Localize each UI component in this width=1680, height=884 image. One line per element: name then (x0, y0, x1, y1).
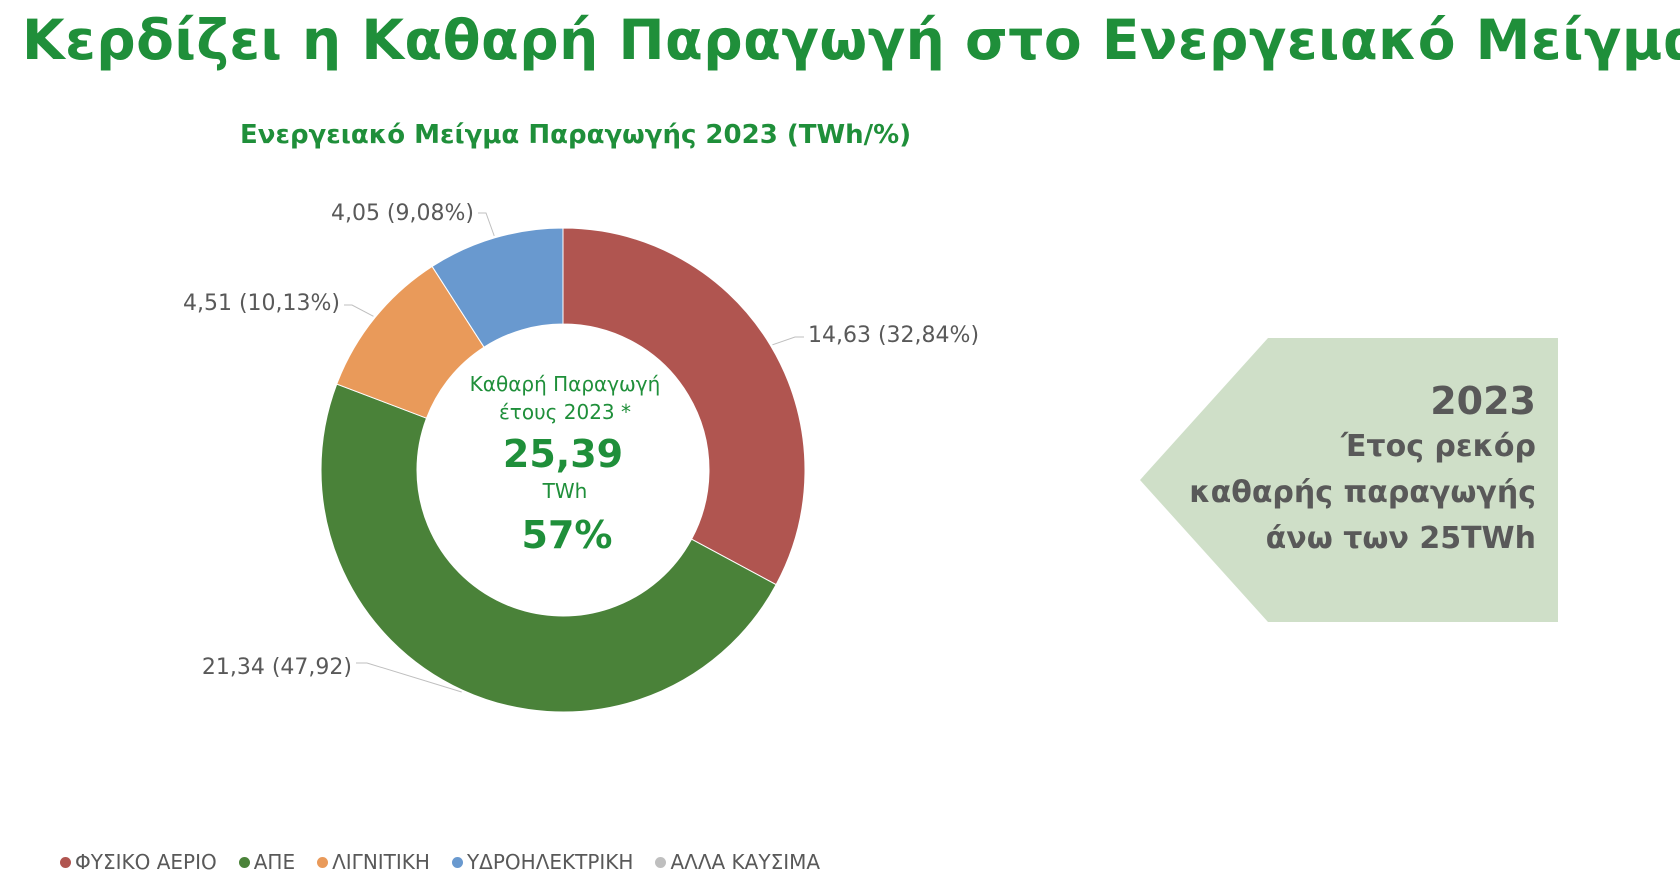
data-labels: 14,63 (32,84%) 21,34 (47,92) 4,51 (10,13%)… (183, 201, 979, 680)
legend-label: ΥΔΡΟΗΛΕΚΤΡΙΚΗ (466, 850, 634, 874)
data-label-3: 4,51 (10,13%) (183, 291, 340, 316)
center-line1: Καθαρή Παραγωγή (470, 372, 661, 396)
leader-line-1 (772, 336, 804, 346)
leader-line-4 (478, 212, 495, 237)
legend-label: ΛΙΓΝΙΤΙΚΗ (332, 850, 430, 874)
legend-item-1: ΦΥΣΙΚΟ ΑΕΡΙΟ (60, 850, 217, 874)
center-line2: έτους 2023 * (499, 400, 631, 424)
leader-line-3 (344, 304, 374, 317)
slice-4 (431, 227, 564, 348)
legend-marker (60, 856, 71, 868)
legend-marker (655, 856, 667, 868)
legend-item-3: ΛΙΓΝΙΤΙΚΗ (317, 850, 430, 874)
callout-arrow-shape (1140, 338, 1558, 622)
center-percent: 57% (522, 513, 613, 557)
legend-item-4: ΥΔΡΟΗΛΕΚΤΡΙΚΗ (451, 850, 634, 874)
record-callout: 2023 Έτος ρεκόρ καθαρής παραγωγής άνω τω… (1140, 338, 1558, 622)
chart-title: Ενεργειακό Μείγμα Παραγωγής 2023 (TWh/%) (240, 120, 912, 150)
legend-label: ΑΛΛΑ ΚΑΥΣΙΜΑ (670, 850, 821, 874)
legend-marker (451, 856, 463, 868)
callout-line2: καθαρής παραγωγής (1189, 475, 1536, 510)
chart-legend: ΦΥΣΙΚΟ ΑΕΡΙΟ ΑΠΕ ΛΙΓΝΙΤΙΚΗ ΥΔΡΟΗΛΕΚΤΡΙΚΗ ΑΛΛ… (60, 850, 820, 874)
data-label-1: 14,63 (32,84%) (808, 323, 979, 348)
legend-marker (238, 856, 250, 868)
data-label-2: 21,34 (47,92) (202, 655, 352, 680)
center-text: Καθαρή Παραγωγή έτους 2023 * 25,39 TWh 5… (470, 372, 661, 557)
center-value: 25,39 (503, 432, 623, 476)
legend-label: ΑΠΕ (253, 850, 296, 874)
slice-2 (320, 383, 777, 713)
callout-line3: άνω των 25TWh (1265, 521, 1536, 556)
legend-item-2: ΑΠΕ (238, 850, 296, 874)
data-label-4: 4,05 (9,08%) (331, 201, 474, 226)
callout-line1: Έτος ρεκόρ (1341, 429, 1536, 464)
donut-chart: 14,63 (32,84%) 21,34 (47,92) 4,51 (10,13%)… (183, 201, 979, 713)
legend-item-5: ΑΛΛΑ ΚΑΥΣΙΜΑ (655, 850, 820, 874)
leader-line-2 (356, 662, 462, 693)
callout-year: 2023 (1430, 379, 1536, 423)
donut-slices (320, 227, 806, 713)
slice-1 (562, 227, 806, 586)
leader-lines (344, 212, 804, 693)
center-unit: TWh (542, 479, 588, 503)
legend-marker (317, 856, 329, 868)
page-title: Κερδίζει η Καθαρή Παραγωγή στο Ενεργειακ… (22, 8, 1680, 72)
legend-label: ΦΥΣΙΚΟ ΑΕΡΙΟ (75, 850, 217, 874)
